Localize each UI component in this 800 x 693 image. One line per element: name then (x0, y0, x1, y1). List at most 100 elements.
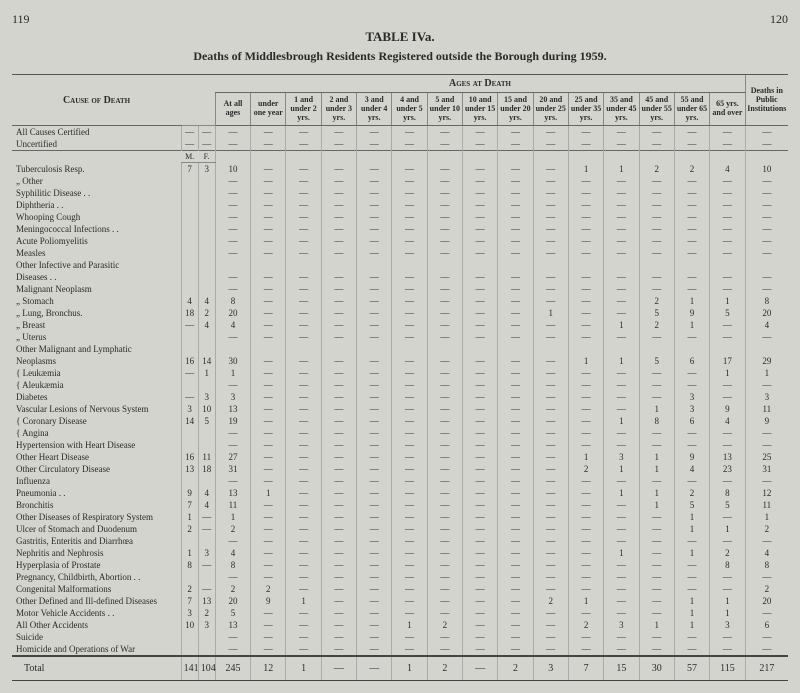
cell: — (568, 643, 603, 656)
cell: — (710, 331, 745, 343)
cell: 2 (568, 619, 603, 631)
cell: — (357, 223, 392, 235)
cell: — (533, 511, 568, 523)
cell-m: 3 (181, 607, 198, 619)
cell-f: 1 (198, 367, 215, 379)
cell: — (215, 175, 250, 187)
cell: — (427, 379, 462, 391)
cell: 1 (568, 355, 603, 367)
cell-deaths-in: 4 (745, 547, 788, 559)
cell-f (198, 343, 215, 355)
cell: — (568, 583, 603, 595)
cell: — (639, 547, 674, 559)
cell: — (427, 451, 462, 463)
cell: — (427, 187, 462, 199)
cell: — (215, 138, 250, 151)
cell: — (321, 295, 356, 307)
hdr-age-col: 55 and under 65 yrs. (674, 93, 709, 126)
cell: — (533, 583, 568, 595)
cell: — (674, 535, 709, 547)
cell: — (498, 331, 533, 343)
cell-deaths-in: — (745, 211, 788, 223)
hdr-age-col: 45 and under 55 yrs. (639, 93, 674, 126)
cell: — (321, 379, 356, 391)
cell: — (286, 511, 321, 523)
cell-f (198, 643, 215, 656)
cell: 1 (710, 523, 745, 535)
cell: — (568, 571, 603, 583)
cell: — (498, 187, 533, 199)
cell: — (427, 427, 462, 439)
cell: — (639, 235, 674, 247)
cell: — (710, 583, 745, 595)
cell-m (181, 631, 198, 643)
cell: — (639, 187, 674, 199)
cell: — (710, 475, 745, 487)
cell: — (427, 547, 462, 559)
cause-label: „ Uterus (12, 331, 181, 343)
cell: — (462, 391, 497, 403)
cell: 1 (674, 511, 709, 523)
cause-label: Other Malignant and Lymphatic (12, 343, 181, 355)
total-deaths-in: 217 (745, 656, 788, 681)
cell: — (427, 631, 462, 643)
cell-deaths-in: — (745, 631, 788, 643)
cell: — (604, 427, 639, 439)
cell: — (427, 439, 462, 451)
cell: — (357, 427, 392, 439)
cell: — (462, 643, 497, 656)
cell: — (674, 631, 709, 643)
cell-f (198, 175, 215, 187)
cell: — (251, 475, 286, 487)
cell: — (533, 175, 568, 187)
cause-label: Suicide (12, 631, 181, 643)
cell: — (498, 571, 533, 583)
cell: — (392, 391, 427, 403)
cell: — (321, 163, 356, 176)
cell: — (639, 439, 674, 451)
cell: 11 (215, 499, 250, 511)
cell: — (427, 559, 462, 571)
cell: — (286, 271, 321, 283)
cell: — (533, 283, 568, 295)
cell: — (251, 211, 286, 223)
cell: — (357, 355, 392, 367)
cell: — (427, 475, 462, 487)
cell: — (533, 247, 568, 259)
cell: — (357, 595, 392, 607)
cell: — (604, 295, 639, 307)
cell: 9 (710, 403, 745, 415)
cell-m: 10 (181, 619, 198, 631)
cell: — (533, 427, 568, 439)
cell: — (392, 535, 427, 547)
spacer (357, 151, 392, 163)
cell: 20 (215, 307, 250, 319)
cell: — (639, 559, 674, 571)
cell: — (568, 607, 603, 619)
cell-deaths-in: — (745, 247, 788, 259)
cell: — (357, 163, 392, 176)
cell-deaths-in: — (745, 271, 788, 283)
cell: — (498, 427, 533, 439)
cell: — (710, 271, 745, 283)
cell-deaths-in: 2 (745, 523, 788, 535)
cause-label: Ulcer of Stomach and Duodenum (12, 523, 181, 535)
cell: — (251, 571, 286, 583)
cell: — (286, 126, 321, 139)
cell: — (392, 355, 427, 367)
cell: — (215, 427, 250, 439)
cell: 13 (710, 451, 745, 463)
cell: — (427, 643, 462, 656)
cell: 20 (215, 595, 250, 607)
cause-label: Other Infective and Parasitic (12, 259, 181, 271)
cell-f (198, 187, 215, 199)
cell: — (462, 355, 497, 367)
cell: — (357, 187, 392, 199)
cell-deaths-in: 12 (745, 487, 788, 499)
cell (215, 343, 250, 355)
cell: — (321, 499, 356, 511)
cell: — (674, 235, 709, 247)
cell: — (604, 403, 639, 415)
cell: — (462, 463, 497, 475)
cell: — (533, 607, 568, 619)
